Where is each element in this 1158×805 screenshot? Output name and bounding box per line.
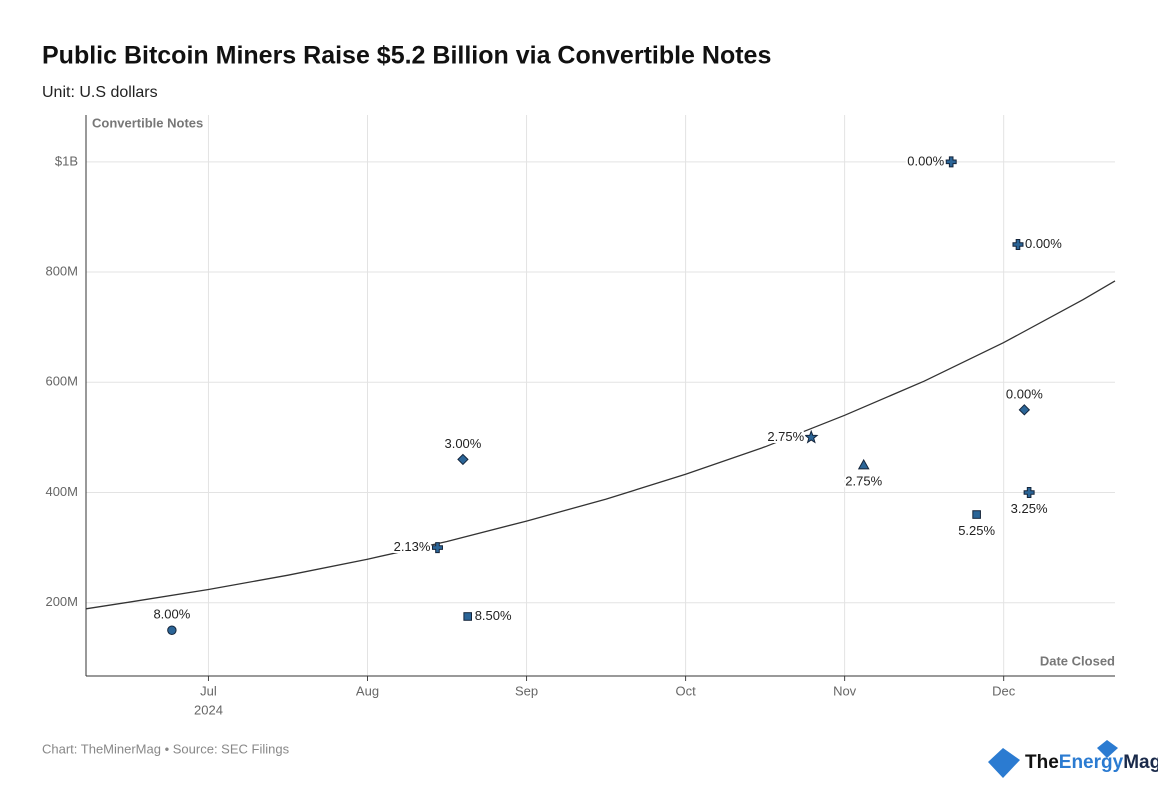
trend-line <box>85 280 1116 610</box>
chart-title: Public Bitcoin Miners Raise $5.2 Billion… <box>42 42 771 70</box>
x-axis-label: Date Closed <box>1040 653 1115 668</box>
logo-text: TheEnergyMag <box>1025 752 1158 773</box>
data-point <box>945 156 957 168</box>
x-tick-label: Jul <box>200 683 217 698</box>
y-tick-label: 600M <box>45 374 78 389</box>
x-tick-label: Oct <box>675 683 696 698</box>
logo-part: Energy <box>1059 752 1124 773</box>
x-tick-label: Sep <box>515 683 538 698</box>
y-tick-label: 200M <box>45 594 78 609</box>
point-label: 3.00% <box>444 436 481 451</box>
x-year-label: 2024 <box>194 702 223 717</box>
x-tick-label: Aug <box>356 683 379 698</box>
data-point <box>803 429 819 444</box>
logo-icon <box>988 748 1020 778</box>
data-point <box>167 625 177 635</box>
logo-part: The <box>1025 752 1059 773</box>
data-point <box>1012 239 1024 251</box>
footer: Chart: TheMinerMag • Source: SEC Filings <box>42 741 290 756</box>
y-tick-label: 400M <box>45 484 78 499</box>
data-point <box>431 542 443 554</box>
y-axis-label: Convertible Notes <box>92 115 203 130</box>
data-point <box>1018 404 1031 416</box>
point-label: 3.25% <box>1011 501 1048 516</box>
point-label: 2.75% <box>845 473 882 488</box>
x-tick-label: Nov <box>833 683 857 698</box>
logo-icon <box>1097 740 1118 758</box>
chart-subtitle: Unit: U.S dollars <box>42 84 158 101</box>
data-point <box>857 458 870 470</box>
point-label: 0.00% <box>1025 236 1062 251</box>
x-tick-label: Dec <box>992 683 1016 698</box>
logo-part: Mag <box>1123 752 1158 773</box>
y-tick-label: 800M <box>45 263 78 278</box>
point-label: 5.25% <box>958 523 995 538</box>
point-label: 0.00% <box>907 153 944 168</box>
y-tick-label: $1B <box>55 153 78 168</box>
data-point <box>457 453 469 466</box>
logo: TheEnergyMag <box>988 740 1158 778</box>
point-label: 2.75% <box>767 429 804 444</box>
data-point <box>972 510 981 519</box>
point-label: 2.13% <box>394 539 431 554</box>
point-label: 8.50% <box>475 608 512 623</box>
data-point <box>463 612 473 621</box>
data-point <box>1023 486 1035 498</box>
point-label: 0.00% <box>1006 386 1043 401</box>
point-label: 8.00% <box>153 607 190 622</box>
